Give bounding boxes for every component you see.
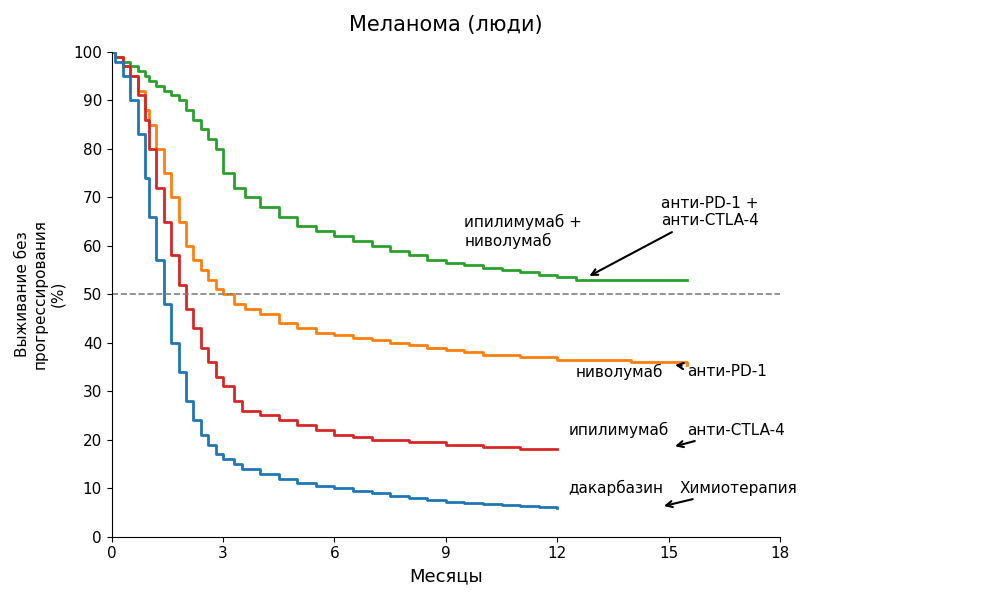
Y-axis label: Выживание без
прогрессирования
(%): Выживание без прогрессирования (%)	[15, 220, 65, 369]
Text: ниволумаб: ниволумаб	[576, 364, 663, 380]
Text: дакарбазин: дакарбазин	[568, 480, 663, 496]
Text: Химиотерапия: Химиотерапия	[666, 481, 798, 507]
Text: ипилимумаб +
ниволумаб: ипилимумаб + ниволумаб	[464, 214, 582, 249]
Text: анти-CTLA-4: анти-CTLA-4	[677, 422, 785, 447]
Text: анти-PD-1: анти-PD-1	[677, 363, 767, 379]
X-axis label: Месяцы: Месяцы	[409, 567, 483, 585]
Text: анти-PD-1 +
анти-CTLA-4: анти-PD-1 + анти-CTLA-4	[591, 196, 759, 275]
Title: Меланома (люди): Меланома (люди)	[349, 15, 543, 35]
Text: ипилимумаб: ипилимумаб	[568, 422, 669, 438]
